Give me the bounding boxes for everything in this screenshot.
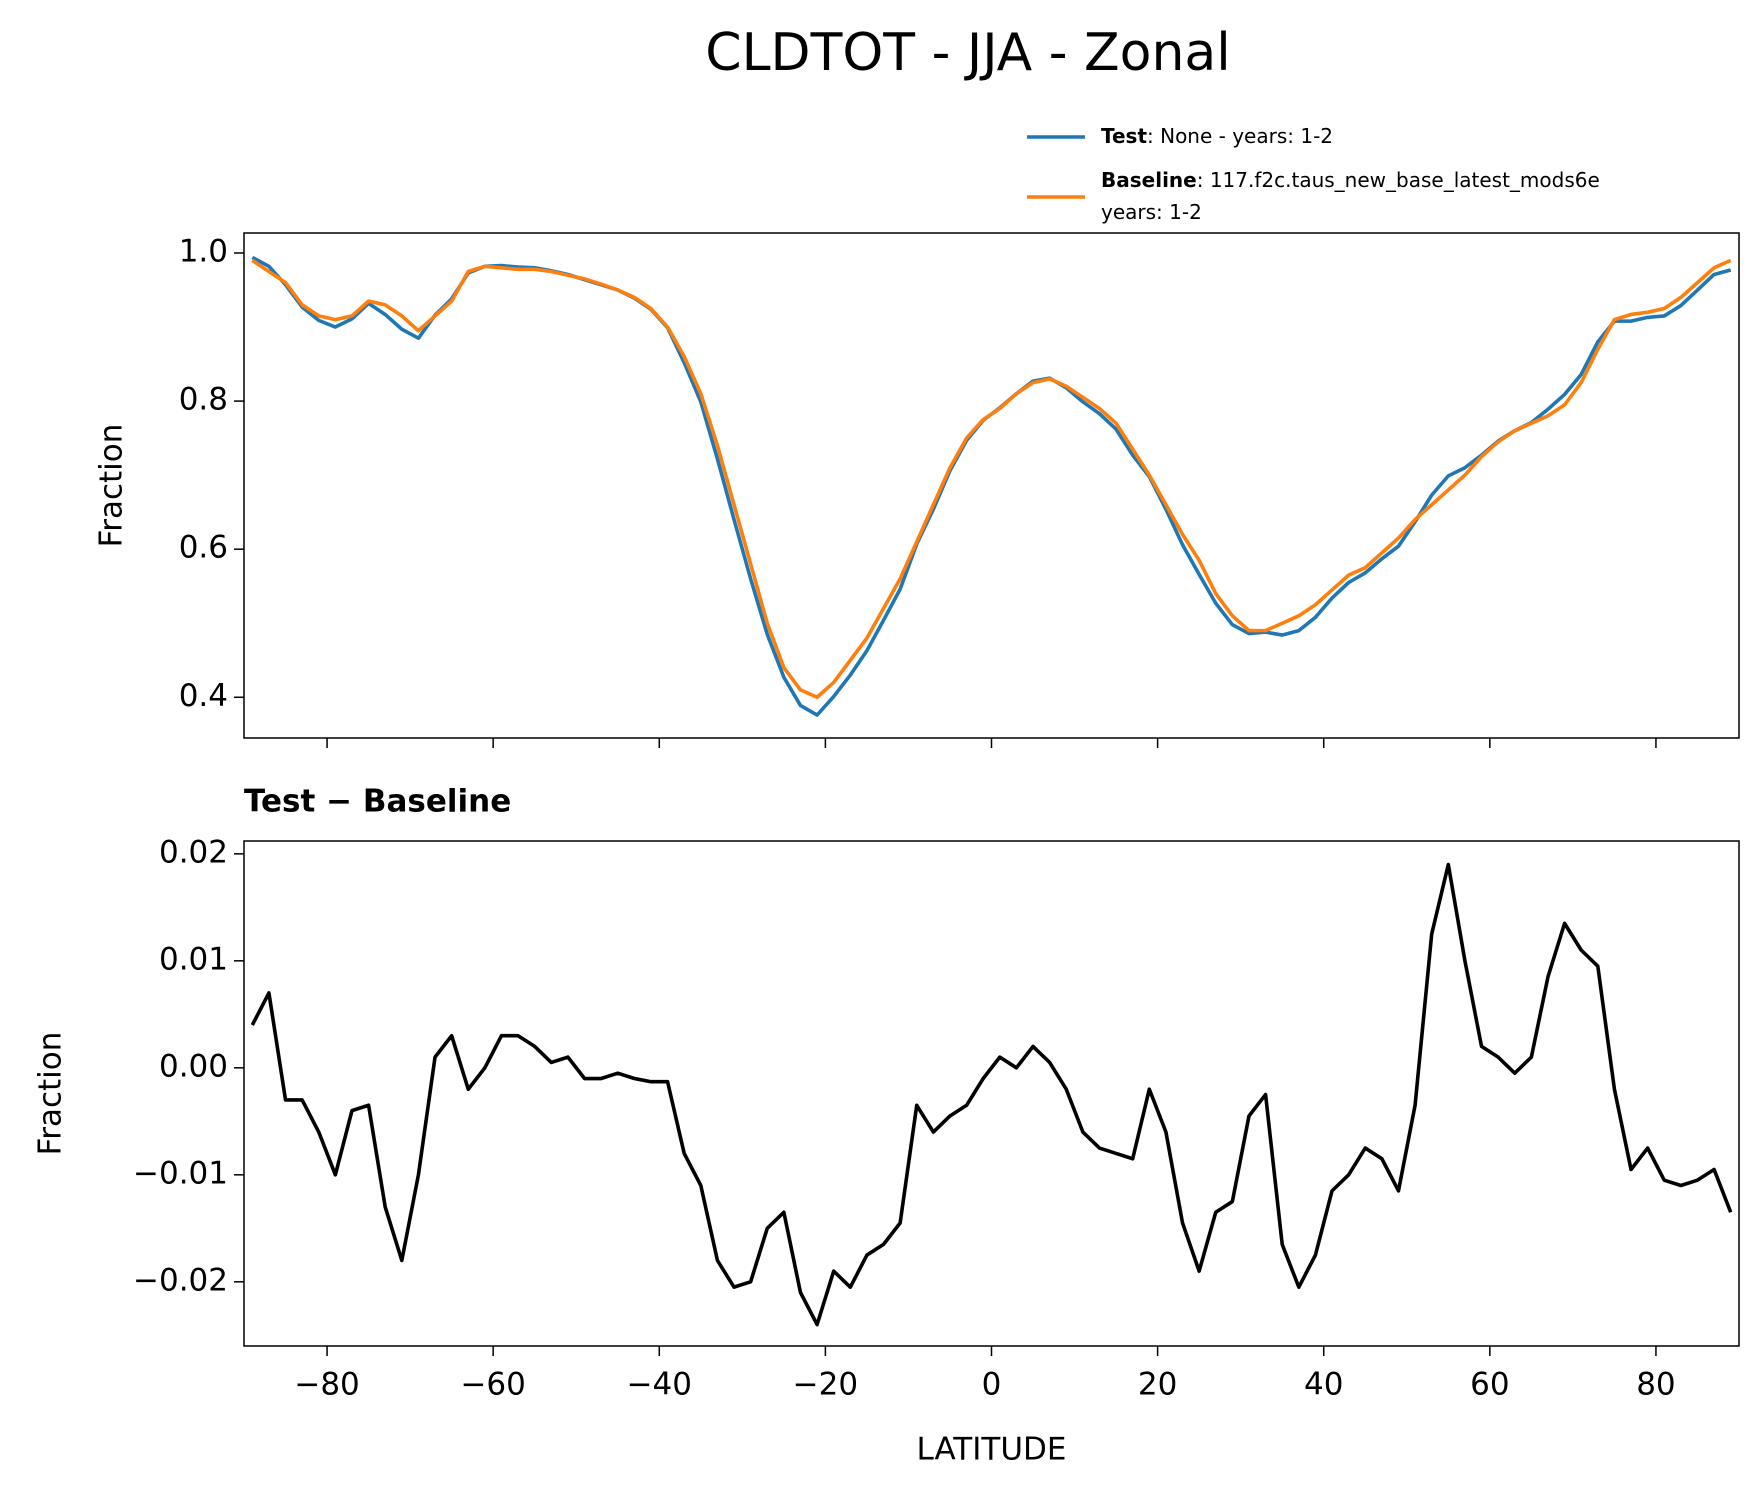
legend-name: Test xyxy=(1101,124,1147,148)
x-tick-label: 20 xyxy=(1138,1367,1177,1403)
series-line xyxy=(250,862,1733,1327)
y-tick-label: 0.02 xyxy=(159,834,228,870)
x-tick-label: −80 xyxy=(294,1367,359,1403)
y-tick-label: 0.00 xyxy=(159,1048,228,1084)
x-tick-label: 80 xyxy=(1636,1367,1675,1403)
y-axis-label: Fraction xyxy=(33,1032,69,1156)
panel-title: Test − Baseline xyxy=(244,784,511,820)
legend-description: : None - years: 1-2 xyxy=(1147,124,1333,148)
legend-name: Baseline xyxy=(1101,168,1197,192)
legend-description: years: 1-2 xyxy=(1101,200,1202,224)
y-tick-label: 0.6 xyxy=(179,530,228,566)
x-tick-label: 40 xyxy=(1304,1367,1343,1403)
legend-label: years: 1-2 xyxy=(1101,200,1202,224)
y-tick-label: 0.01 xyxy=(159,941,228,977)
x-tick-label: −20 xyxy=(793,1367,858,1403)
x-tick-label: 0 xyxy=(982,1367,1002,1403)
series-line xyxy=(251,258,1732,700)
y-tick-label: 1.0 xyxy=(179,233,228,269)
x-tick-label: −60 xyxy=(460,1367,525,1403)
x-tick-label: −40 xyxy=(627,1367,692,1403)
y-tick-label: 0.8 xyxy=(179,382,228,418)
y-tick-label: −0.01 xyxy=(133,1155,228,1191)
x-axis-label: LATITUDE xyxy=(917,1432,1067,1468)
legend-label: Test: None - years: 1-2 xyxy=(1101,124,1333,148)
legend-description: : 117.f2c.taus_new_base_latest_mods6e xyxy=(1197,168,1600,192)
y-tick-label: 0.4 xyxy=(179,678,228,714)
legend-label: Baseline: 117.f2c.taus_new_base_latest_m… xyxy=(1101,168,1600,192)
y-axis-label: Fraction xyxy=(94,424,130,548)
x-tick-label: 60 xyxy=(1470,1367,1509,1403)
y-tick-label: −0.02 xyxy=(133,1262,228,1298)
chart-title: CLDTOT - JJA - Zonal xyxy=(705,23,1230,83)
